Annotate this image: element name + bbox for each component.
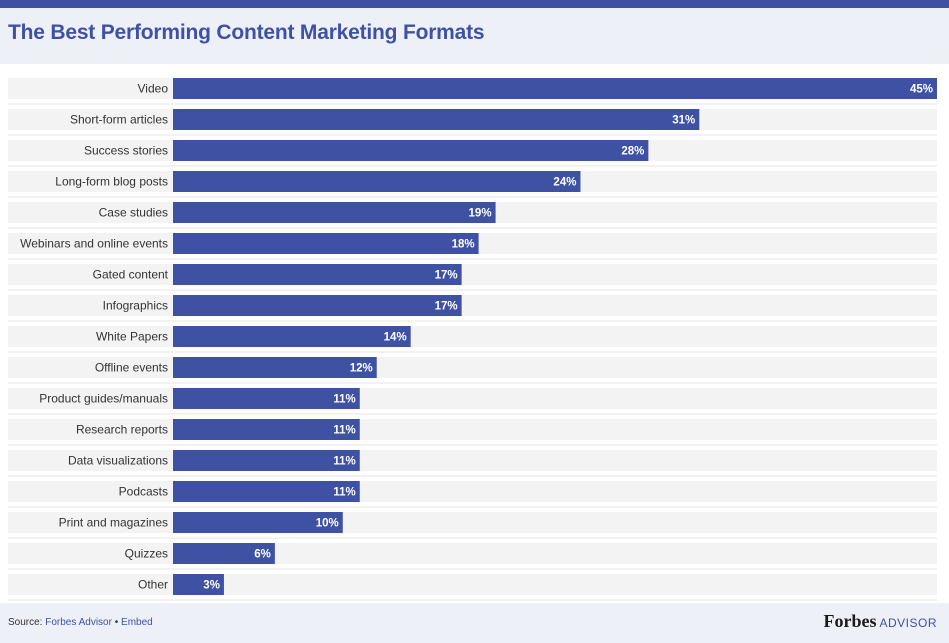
bar — [173, 109, 700, 130]
category-label: Product guides/manuals — [39, 392, 168, 406]
bar — [173, 388, 360, 409]
value-label: 45% — [910, 84, 933, 96]
category-label: Case studies — [99, 206, 168, 220]
source-label: Source: — [8, 617, 43, 628]
value-label: 10% — [316, 518, 339, 530]
value-label: 6% — [254, 549, 271, 561]
category-label: Podcasts — [119, 485, 168, 499]
bar-track — [8, 574, 937, 595]
bar — [173, 295, 462, 316]
category-label: Research reports — [76, 423, 168, 437]
bar — [173, 140, 649, 161]
category-label: Success stories — [84, 144, 168, 158]
category-label: Print and magazines — [59, 516, 168, 530]
value-label: 31% — [672, 115, 695, 127]
bar-chart-svg: Video 45% Short-form articles 31% Success st… — [8, 78, 937, 601]
bar — [173, 512, 343, 533]
chart-header: The Best Performing Content Marketing Fo… — [0, 8, 949, 64]
category-label: Offline events — [95, 361, 168, 375]
category-label: Data visualizations — [68, 454, 168, 468]
bar-chart: Video 45% Short-form articles 31% Success st… — [0, 72, 949, 602]
separator-dot: • — [114, 617, 119, 628]
value-label: 11% — [333, 394, 355, 406]
value-label: 24% — [553, 177, 576, 189]
bar — [173, 419, 360, 440]
bar — [173, 450, 360, 471]
value-label: 18% — [452, 239, 475, 251]
bar — [173, 357, 377, 378]
bar — [173, 171, 581, 192]
bar — [173, 326, 411, 347]
brand-suffix: ADVISOR — [879, 616, 937, 630]
category-label: Video — [138, 82, 169, 96]
bar — [173, 481, 360, 502]
category-label: Infographics — [103, 299, 168, 313]
brand-name: Forbes — [823, 611, 877, 631]
category-label: White Papers — [96, 330, 168, 344]
category-label: Webinars and online events — [20, 237, 168, 251]
value-label: 11% — [333, 425, 355, 437]
value-label: 3% — [203, 580, 220, 592]
bar — [173, 264, 462, 285]
chart-title: The Best Performing Content Marketing Fo… — [8, 21, 485, 44]
category-label: Quizzes — [125, 547, 168, 561]
top-accent-stripe — [0, 0, 949, 8]
embed-link[interactable]: Embed — [121, 617, 153, 628]
value-label: 17% — [435, 301, 458, 313]
chart-footer: Source: Forbes Advisor • Embed Forbes ADV… — [0, 603, 949, 643]
category-label: Short-form articles — [70, 113, 168, 127]
bar — [173, 574, 224, 595]
category-label: Long-form blog posts — [55, 175, 168, 189]
value-label: 17% — [435, 270, 458, 282]
bar — [173, 543, 275, 564]
source-line: Source: Forbes Advisor • Embed — [8, 617, 153, 628]
value-label: 12% — [350, 363, 373, 375]
value-label: 19% — [469, 208, 492, 220]
bar — [173, 78, 937, 99]
category-label: Gated content — [93, 268, 169, 282]
value-label: 11% — [333, 487, 355, 499]
category-label: Other — [138, 578, 168, 592]
value-label: 11% — [333, 456, 355, 468]
value-label: 14% — [384, 332, 407, 344]
bar — [173, 202, 496, 223]
source-link[interactable]: Forbes Advisor — [45, 617, 112, 628]
value-label: 28% — [621, 146, 644, 158]
bar — [173, 233, 479, 254]
forbes-advisor-logo: Forbes ADVISOR — [823, 611, 937, 632]
